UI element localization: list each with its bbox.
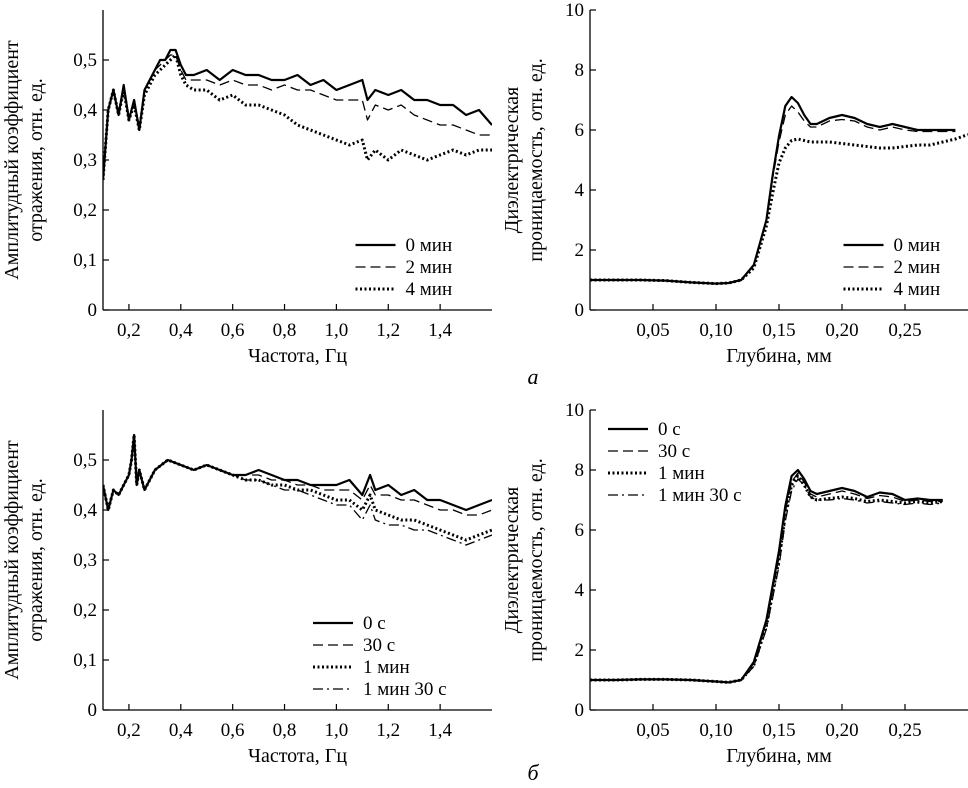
y-tick-label: 0,4: [73, 500, 97, 521]
y-tick-label: 4: [575, 580, 585, 601]
y-tick-label: 0,4: [73, 100, 97, 121]
legend-label: 2 мин: [894, 257, 941, 278]
y-tick-label: 0,3: [73, 550, 97, 571]
legend-label: 1 мин: [658, 463, 705, 484]
x-tick-label: 0,10: [699, 320, 732, 341]
x-tick-label: 0,15: [762, 320, 795, 341]
x-tick-label: 1,4: [428, 320, 452, 341]
series-line: [590, 472, 943, 684]
y-tick-label: 0: [575, 300, 585, 321]
legend-label: 0 с: [363, 613, 386, 634]
x-axis-label: Глубина, мм: [726, 345, 832, 367]
y-axis-label: отражения, отн. ед.: [25, 478, 47, 642]
x-tick-label: 0,2: [117, 320, 141, 341]
reflection-chart-b: 0,2 0,4 0,6 0,8 1,0 1,2 1,4 0 0,1 0,2 0,3 0,4 0,5 Час…: [1, 410, 492, 767]
series-line: [103, 53, 492, 181]
permittivity-chart-b: 0,05 0,10 0,15 0,20 0,25 0 2 4 6 8 10 Глубина, мм Ди…: [501, 400, 968, 767]
series-line: [590, 478, 943, 684]
y-tick-label: 4: [575, 180, 585, 201]
series-line: [103, 54, 492, 181]
x-tick-label: 0,25: [888, 720, 921, 741]
legend-label: 1 мин 30 с: [658, 485, 742, 506]
y-tick-label: 6: [575, 520, 585, 541]
y-axis-label: Диэлектрическая: [501, 487, 523, 633]
legend-label: 0 с: [658, 419, 681, 440]
y-axis-label: Диэлектрическая: [501, 87, 523, 233]
series-line: [103, 433, 492, 512]
x-tick-label: 0,4: [169, 320, 193, 341]
series-line: [590, 133, 968, 286]
y-axis-label: проницаемость, отн. ед.: [525, 458, 547, 661]
y-axis-label: Амплитудный коэффициент: [1, 440, 23, 680]
panel-label-a: а: [528, 364, 539, 389]
series-line: [590, 468, 943, 684]
legend-label: 1 мин: [363, 657, 410, 678]
legend-label: 2 мин: [406, 257, 453, 278]
series-line: [590, 105, 956, 285]
y-tick-label: 0,1: [73, 650, 97, 671]
y-tick-label: 8: [575, 460, 585, 481]
x-tick-label: 0,6: [221, 320, 245, 341]
legend-label: 4 мин: [406, 279, 453, 300]
y-tick-label: 10: [565, 0, 584, 21]
x-tick-label: 0,2: [117, 720, 141, 741]
x-tick-label: 1,2: [376, 720, 400, 741]
panel-label-b: б: [527, 760, 539, 785]
y-tick-label: 10: [565, 400, 584, 421]
x-tick-label: 0,25: [888, 320, 921, 341]
x-tick-label: 1,0: [325, 320, 349, 341]
y-tick-label: 0,3: [73, 150, 97, 171]
x-tick-label: 0,10: [699, 720, 732, 741]
x-tick-label: 0,8: [273, 320, 297, 341]
y-axis-label: проницаемость, отн. ед.: [525, 58, 547, 261]
x-axis-label: Частота, Гц: [248, 745, 347, 767]
x-tick-label: 0,15: [762, 720, 795, 741]
y-tick-label: 8: [575, 60, 585, 81]
x-axis-label: Глубина, мм: [726, 745, 832, 767]
legend-label: 1 мин 30 с: [363, 679, 447, 700]
series-line: [103, 433, 492, 542]
y-axis-label: отражения, отн. ед.: [25, 78, 47, 242]
y-tick-label: 0,1: [73, 250, 97, 271]
y-tick-label: 2: [575, 640, 585, 661]
series-line: [590, 474, 943, 684]
y-tick-label: 2: [575, 240, 585, 261]
x-axis-label: Частота, Гц: [248, 345, 347, 367]
legend-label: 30 с: [658, 441, 690, 462]
legend-label: 4 мин: [894, 279, 941, 300]
series-line: [103, 434, 492, 516]
y-tick-label: 0: [575, 700, 585, 721]
permittivity-chart-a: 0,05 0,10 0,15 0,20 0,25 0 2 4 6 8 10 Глубина, мм Ди…: [501, 0, 968, 367]
y-tick-label: 0,5: [73, 50, 97, 71]
y-tick-label: 6: [575, 120, 585, 141]
x-tick-label: 1,4: [428, 720, 452, 741]
legend-label: 0 мин: [894, 235, 941, 256]
x-tick-label: 0,20: [825, 320, 858, 341]
legend-label: 0 мин: [406, 235, 453, 256]
x-tick-label: 1,0: [325, 720, 349, 741]
legend-label: 30 с: [363, 635, 395, 656]
x-tick-label: 0,4: [169, 720, 193, 741]
x-tick-label: 0,6: [221, 720, 245, 741]
y-tick-label: 0,2: [73, 200, 97, 221]
x-tick-label: 1,2: [376, 320, 400, 341]
series-line: [103, 434, 492, 546]
y-tick-label: 0: [88, 700, 98, 721]
x-tick-label: 0,05: [636, 320, 669, 341]
x-tick-label: 0,20: [825, 720, 858, 741]
x-tick-label: 0,05: [636, 720, 669, 741]
reflection-chart-a: 0,2 0,4 0,6 0,8 1,0 1,2 1,4 0 0,1 0,2 0,3 0,4 0,5 Час…: [1, 10, 492, 367]
y-tick-label: 0: [88, 300, 98, 321]
x-tick-label: 0,8: [273, 720, 297, 741]
y-axis-label: Амплитудный коэффициент: [1, 40, 23, 280]
y-tick-label: 0,2: [73, 600, 97, 621]
y-tick-label: 0,5: [73, 450, 97, 471]
